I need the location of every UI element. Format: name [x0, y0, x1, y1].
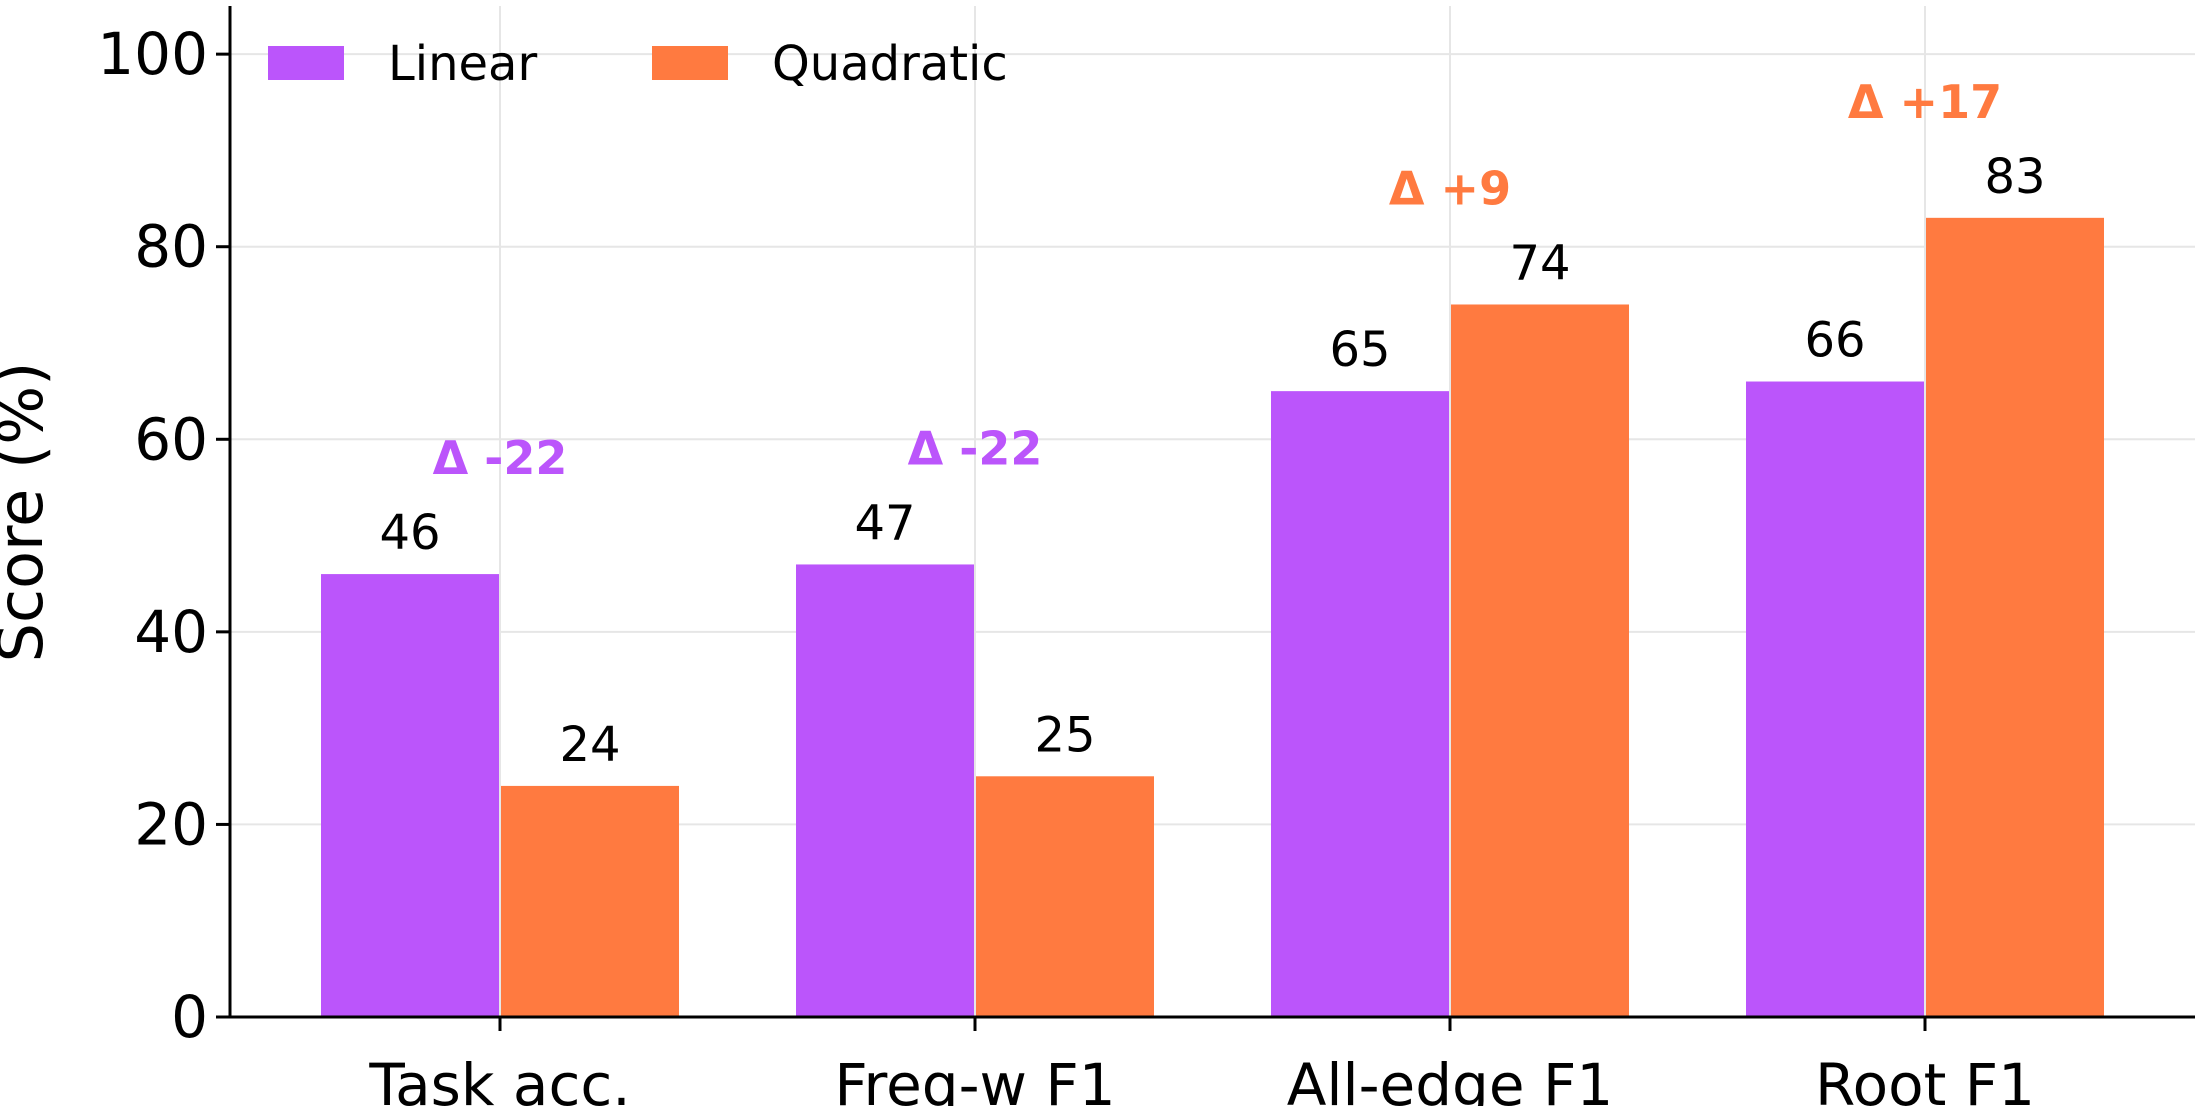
y-tick-label: 20: [134, 790, 208, 858]
labels: 0 20 40 60 80 100 Task acc. Freq-w F1 All-edge F…: [97, 20, 2045, 1106]
legend-label-quadratic: Quadratic: [772, 36, 1008, 92]
y-tick-label: 100: [97, 20, 208, 88]
value-label: 65: [1329, 322, 1390, 378]
delta-annotation: Δ -22: [908, 421, 1043, 475]
value-label: 25: [1034, 707, 1095, 763]
bar-quadratic: [1451, 304, 1629, 1017]
y-axis-label: Score (%): [0, 362, 57, 663]
y-tick-label: 80: [134, 213, 208, 281]
x-tick-label: Root F1: [1815, 1051, 2035, 1106]
value-label: 66: [1804, 313, 1865, 369]
legend-swatch-linear: [268, 46, 344, 80]
bar-linear: [1746, 381, 1924, 1017]
x-tick-label: All-edge F1: [1287, 1051, 1614, 1106]
bar-linear: [1271, 391, 1449, 1018]
value-label: 24: [559, 717, 620, 773]
bar-linear: [796, 564, 974, 1017]
y-tick-label: 40: [134, 598, 208, 666]
axes: [216, 6, 2195, 1031]
legend: Linear Quadratic: [268, 36, 1008, 92]
delta-annotation: Δ +9: [1389, 161, 1511, 215]
y-tick-label: 0: [171, 983, 208, 1051]
bar-quadratic: [1926, 217, 2104, 1018]
value-label: 74: [1509, 235, 1570, 291]
value-label: 46: [379, 505, 440, 561]
delta-annotation: Δ -22: [433, 431, 568, 485]
legend-label-linear: Linear: [388, 36, 537, 92]
bars: [321, 217, 2104, 1018]
y-tick-label: 60: [134, 405, 208, 473]
legend-swatch-quadratic: [652, 46, 728, 80]
value-label: 47: [854, 495, 915, 551]
bar-linear: [321, 574, 499, 1017]
bar-quadratic: [976, 776, 1154, 1017]
x-tick-label: Task acc.: [368, 1051, 630, 1106]
value-label: 83: [1984, 149, 2045, 205]
bar-quadratic: [501, 785, 679, 1017]
x-tick-label: Freq-w F1: [834, 1051, 1115, 1106]
delta-annotation: Δ +17: [1848, 75, 2002, 129]
